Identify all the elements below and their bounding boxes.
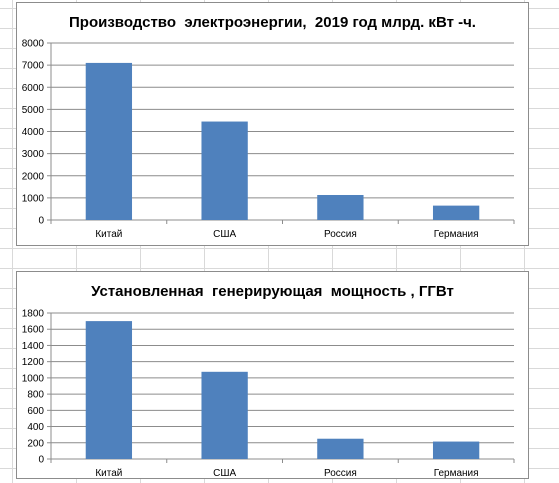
y-tick-label: 1800 <box>22 309 45 320</box>
y-tick-label: 400 <box>27 422 44 433</box>
x-category-label: Китай <box>95 468 122 479</box>
y-tick-label: 1200 <box>22 357 45 368</box>
y-tick-label: 800 <box>27 390 44 401</box>
y-tick-label: 4000 <box>22 127 45 138</box>
y-tick-label: 3000 <box>22 149 45 160</box>
y-tick-label: 1000 <box>22 373 45 384</box>
bar-2[interactable] <box>201 121 248 220</box>
chart-plot-area: 0 200 400 600 800 1000 1200 1400 1600 1800 Китай СШ… <box>22 309 515 479</box>
y-tick-label: 6000 <box>22 83 45 94</box>
y-tick-label: 1600 <box>22 325 45 336</box>
bar-1[interactable] <box>85 321 133 459</box>
y-tick-label: 7000 <box>22 61 45 72</box>
chart-title: Установленная генерирующая мощность , ГГ… <box>91 283 454 300</box>
installed-capacity-chart[interactable]: Установленная генерирующая мощность , ГГ… <box>16 271 529 479</box>
x-category-label: Россия <box>324 229 357 240</box>
x-category-label: США <box>213 468 236 479</box>
y-tick-label: 5000 <box>22 105 45 116</box>
x-category-label: США <box>213 229 236 240</box>
bar-1[interactable] <box>85 62 133 220</box>
bar-3[interactable] <box>317 194 364 220</box>
y-tick-label: 8000 <box>22 39 45 50</box>
y-tick-label: 1400 <box>22 341 45 352</box>
y-tick-label: 200 <box>27 438 44 449</box>
bar-3[interactable] <box>317 438 364 459</box>
electricity-production-chart[interactable]: Производство электроэнергии, 2019 год мл… <box>16 2 529 246</box>
y-tick-label: 0 <box>38 216 44 227</box>
bar-4[interactable] <box>432 441 480 459</box>
y-tick-label: 2000 <box>22 171 45 182</box>
chart-plot-area: 0 1000 2000 3000 4000 5000 6000 7000 8000 Китай СШ… <box>22 39 515 240</box>
x-category-label: Германия <box>434 468 479 479</box>
bar-4[interactable] <box>432 205 480 220</box>
y-tick-label: 0 <box>38 455 44 466</box>
y-tick-label: 600 <box>27 406 44 417</box>
bar-2[interactable] <box>201 371 248 459</box>
x-category-label: Китай <box>95 229 122 240</box>
x-category-label: Россия <box>324 468 357 479</box>
y-tick-label: 1000 <box>22 193 45 204</box>
chart-title: Производство электроэнергии, 2019 год мл… <box>69 14 476 31</box>
x-category-label: Германия <box>434 229 479 240</box>
